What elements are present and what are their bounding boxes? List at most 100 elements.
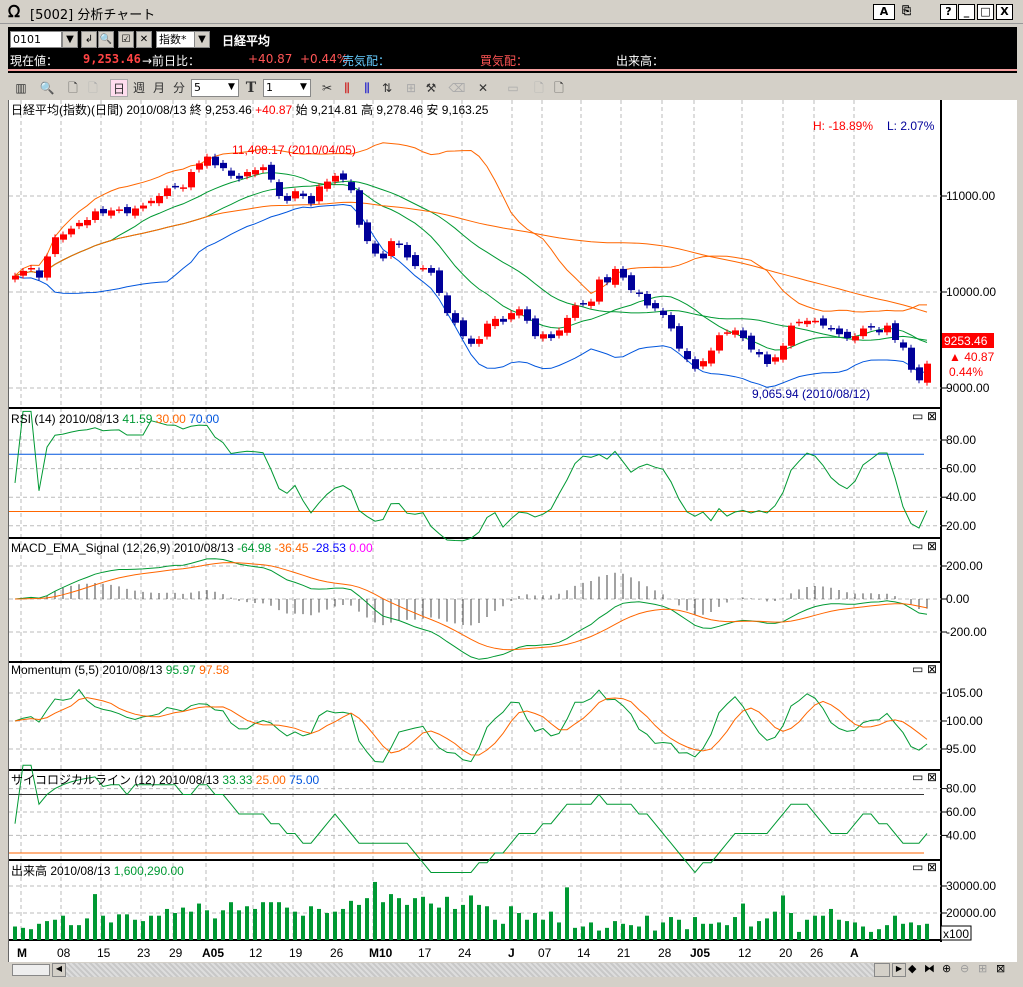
date-tick-label: 12 xyxy=(249,946,263,960)
grid-icon[interactable]: ⊞ xyxy=(405,81,417,95)
bars-icon[interactable]: ⫼ xyxy=(344,81,350,95)
copy-page-icon[interactable]: 🗋 xyxy=(534,81,544,95)
volume-tick-label: 20000.00 xyxy=(946,906,996,920)
volume-bar xyxy=(925,923,929,940)
save-icon[interactable]: ▭ xyxy=(507,81,519,95)
minute-tab[interactable]: 分 xyxy=(172,81,185,95)
horizontal-scrollbar[interactable]: ◀ ▶ ◆ ⧓ ⊕ ⊖ ⊞ ⊠ xyxy=(8,962,1017,978)
t-select[interactable]: 1 xyxy=(263,79,311,97)
minimize-button[interactable]: _ xyxy=(958,4,975,20)
grid-toggle-icon[interactable]: ⊞ xyxy=(978,962,988,975)
chevron-down-icon[interactable]: ▼ xyxy=(228,82,235,92)
candle-body xyxy=(892,323,899,340)
fit-icon[interactable]: ⧓ xyxy=(924,962,935,975)
candle-body xyxy=(796,321,803,324)
candle-body xyxy=(460,320,467,337)
scroll-left-button[interactable]: ◀ xyxy=(52,963,66,977)
volume-bar xyxy=(789,913,793,940)
volume-bar xyxy=(645,915,649,940)
expand-icon[interactable]: ◆ xyxy=(908,962,917,975)
candle-body xyxy=(284,196,291,201)
type-select[interactable]: 指数* xyxy=(156,31,196,48)
updown-icon[interactable]: ⇅ xyxy=(381,81,393,95)
candle-body xyxy=(412,255,419,267)
date-tick-label: A05 xyxy=(202,946,224,960)
bid-label: 買気配： xyxy=(480,54,529,68)
volume-bar xyxy=(245,906,249,940)
candle-body xyxy=(868,326,875,328)
tools-icon[interactable]: ⚒ xyxy=(425,81,437,95)
volume-bar xyxy=(85,918,89,940)
macd-tick-label: 0.00 xyxy=(946,592,970,606)
candle-body xyxy=(380,253,387,259)
help-button[interactable]: ? xyxy=(940,4,957,20)
date-tick-label: 17 xyxy=(418,946,432,960)
scroll-handle[interactable] xyxy=(12,964,50,976)
candle-body xyxy=(276,182,283,196)
candle-body xyxy=(244,172,251,177)
scroll-thumb[interactable] xyxy=(874,963,890,977)
candle-body xyxy=(572,305,579,318)
scroll-track[interactable] xyxy=(66,963,874,977)
volume-bar xyxy=(853,922,857,940)
pane-close-icon: ⊠ xyxy=(927,662,937,676)
volume-bar xyxy=(493,919,497,940)
ma-short-line xyxy=(14,171,928,351)
print-page-icon[interactable]: 🗋 xyxy=(554,81,564,95)
candle-body xyxy=(684,351,691,360)
day-tab[interactable]: 日 xyxy=(110,79,128,97)
volume-bar xyxy=(213,918,217,940)
bars2-icon[interactable]: ⫼ xyxy=(364,81,370,95)
candle-body xyxy=(364,222,371,242)
volume-bar xyxy=(669,917,673,940)
candle-body xyxy=(172,185,179,188)
zoom-out-icon[interactable]: ⊖ xyxy=(960,962,970,975)
type-dropdown-icon[interactable]: ▼ xyxy=(194,31,210,48)
volume-bar xyxy=(581,926,585,940)
candle-body xyxy=(636,292,643,294)
volume-bar xyxy=(197,903,201,940)
zoom-in-icon[interactable]: ⊕ xyxy=(942,962,952,975)
zoom-icon[interactable]: 🔍 xyxy=(39,81,55,95)
volume-bar xyxy=(133,919,137,940)
date-tick-label: 26 xyxy=(330,946,344,960)
candle-body xyxy=(900,342,907,348)
minute-select[interactable]: 5 xyxy=(191,79,239,97)
page2-icon[interactable]: 🗋 xyxy=(88,81,98,95)
candle-icon[interactable]: ▥ xyxy=(15,81,27,95)
chart-svg: M 08 15 23 29 A05 12 19 26 M10 17 24 J 07 14 21 28 J05 12 2… xyxy=(9,100,996,960)
volume-bar xyxy=(77,925,81,940)
scissors-icon[interactable]: ✂ xyxy=(321,81,333,95)
close-button[interactable]: X xyxy=(996,4,1013,20)
month-tab[interactable]: 月 xyxy=(152,81,165,95)
volume-label: 出来高： xyxy=(616,54,665,68)
candle-body xyxy=(268,164,275,180)
eraser-icon[interactable]: ⌫ xyxy=(448,81,466,95)
maximize-button[interactable]: □ xyxy=(977,4,994,20)
copy-icon[interactable]: ⎘ xyxy=(902,4,911,17)
enter-icon[interactable]: ↲ xyxy=(81,31,97,48)
candle-body xyxy=(764,354,771,364)
chevron-down-icon[interactable]: ▼ xyxy=(300,82,307,92)
volume-bar xyxy=(253,908,257,940)
edit-icon[interactable]: ☑ xyxy=(118,31,134,48)
search-icon[interactable]: 🔍 xyxy=(98,31,114,48)
app-logo-icon: ᘯ xyxy=(8,2,21,21)
week-tab[interactable]: 週 xyxy=(132,81,145,95)
candle-body xyxy=(924,363,931,383)
a-button[interactable]: A xyxy=(873,4,895,20)
candle-body xyxy=(92,211,99,220)
scroll-right-button[interactable]: ▶ xyxy=(892,963,906,977)
last-price: 9253.46 xyxy=(944,334,988,348)
close-pane-icon[interactable]: ⊠ xyxy=(996,962,1006,975)
code-input[interactable]: 0101 xyxy=(10,31,62,48)
volume-bar xyxy=(157,915,161,940)
volume-bar xyxy=(621,923,625,940)
code-dropdown-icon[interactable]: ▼ xyxy=(62,31,78,48)
candle-body xyxy=(532,318,539,337)
volume-bar xyxy=(605,927,609,940)
delete-icon[interactable]: ✕ xyxy=(477,81,489,95)
page-icon[interactable]: 🗋 xyxy=(68,81,78,95)
volume-bar xyxy=(797,931,801,940)
clear-icon[interactable]: ✕ xyxy=(136,31,152,48)
